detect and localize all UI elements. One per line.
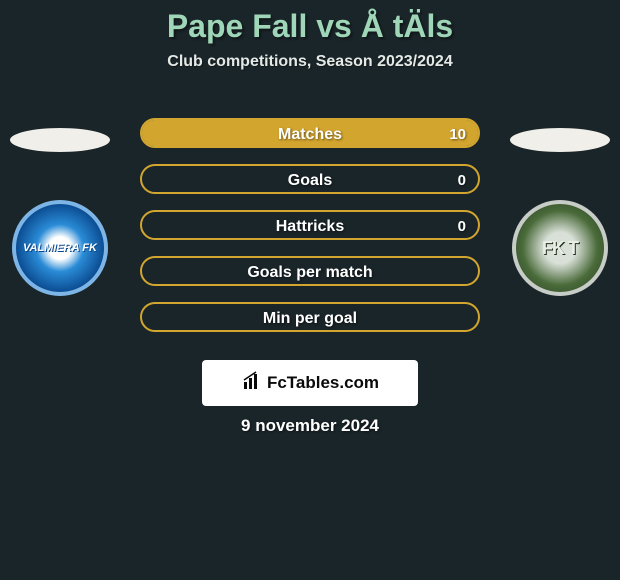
brand-box: FcTables.com xyxy=(202,360,418,406)
stat-label: Goals per match xyxy=(142,258,478,288)
comparison-card: Pape Fall vs Å tÄls Club competitions, S… xyxy=(0,8,620,580)
club-badge-left: VALMIERA FK xyxy=(12,200,108,296)
stat-label: Hattricks xyxy=(142,212,478,242)
stat-row: Goals per match xyxy=(140,256,480,286)
brand-icon xyxy=(241,370,263,397)
stat-row: Min per goal xyxy=(140,302,480,332)
stat-label: Min per goal xyxy=(142,304,478,334)
club-badge-right: FK T xyxy=(512,200,608,296)
stat-row: Hattricks0 xyxy=(140,210,480,240)
player-right-col: FK T xyxy=(500,118,620,296)
player-left-oval xyxy=(10,128,110,152)
player-left-col: VALMIERA FK xyxy=(0,118,120,296)
stats-list: Matches10Goals0Hattricks0Goals per match… xyxy=(140,118,480,348)
stat-row: Matches10 xyxy=(140,118,480,148)
stat-right-value: 0 xyxy=(458,212,466,242)
stat-label: Matches xyxy=(142,120,478,150)
player-right-oval xyxy=(510,128,610,152)
stat-label: Goals xyxy=(142,166,478,196)
page-subtitle: Club competitions, Season 2023/2024 xyxy=(0,53,620,71)
brand-label: FcTables.com xyxy=(267,373,379,393)
stat-right-value: 10 xyxy=(449,120,466,150)
club-right-short: FK T xyxy=(542,238,578,259)
page-title: Pape Fall vs Å tÄls xyxy=(0,8,620,45)
date-text: 9 november 2024 xyxy=(0,416,620,436)
club-left-short: VALMIERA FK xyxy=(23,242,97,254)
stat-row: Goals0 xyxy=(140,164,480,194)
body-row: VALMIERA FK Matches10Goals0Hattricks0Goa… xyxy=(0,118,620,348)
stat-right-value: 0 xyxy=(458,166,466,196)
